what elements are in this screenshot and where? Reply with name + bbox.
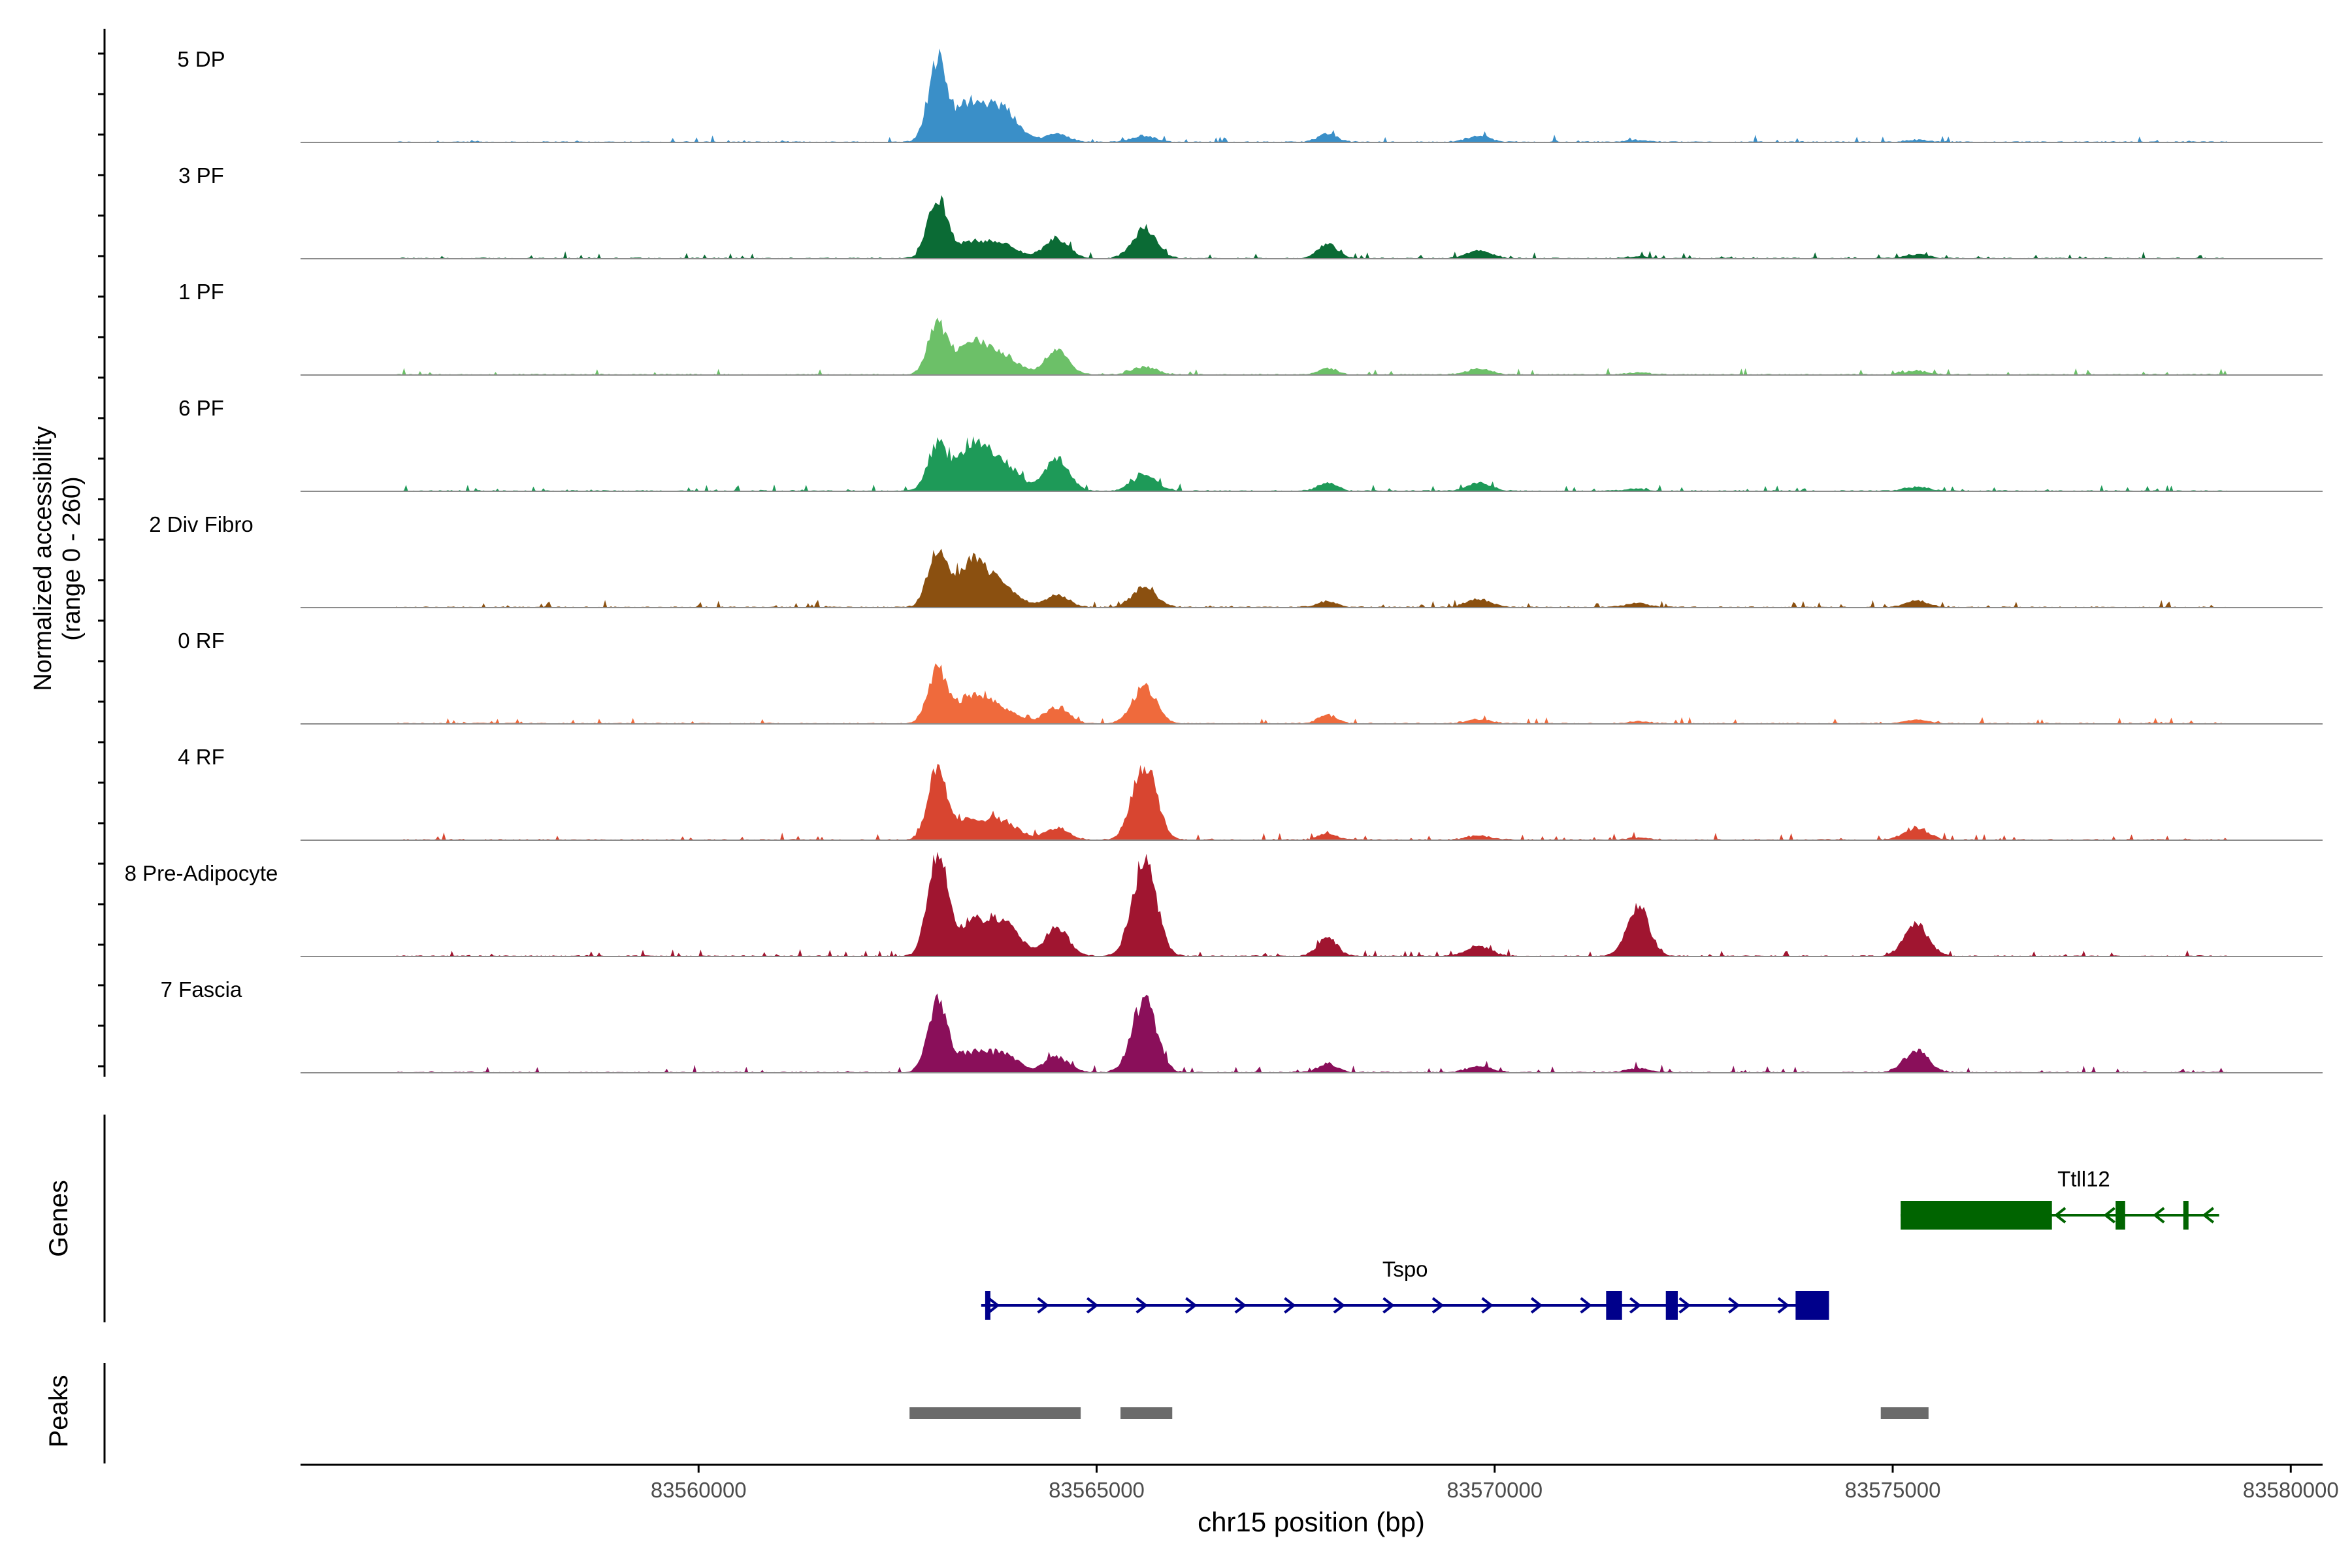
track-label: 2 Div Fibro bbox=[149, 512, 253, 536]
coverage-area bbox=[396, 764, 2227, 840]
peak-region bbox=[909, 1407, 1081, 1419]
strand-arrow bbox=[1086, 1297, 1099, 1314]
coverage-track: 1 PF bbox=[178, 280, 2323, 376]
strand-arrow bbox=[1728, 1297, 1740, 1314]
gene-model: Ttll12 bbox=[1901, 1167, 2219, 1230]
gene-exon bbox=[2115, 1201, 2125, 1230]
strand-arrow bbox=[2053, 1207, 2066, 1224]
coverage-track: 4 RF bbox=[178, 745, 2323, 841]
track-label: 8 Pre-Adipocyte bbox=[125, 861, 278, 885]
strand-arrow bbox=[2202, 1207, 2214, 1224]
coverage-area bbox=[396, 993, 2227, 1073]
strand-arrow bbox=[1185, 1297, 1198, 1314]
gene-exon bbox=[1665, 1291, 1678, 1320]
track-label: 7 Fascia bbox=[161, 977, 242, 1002]
strand-arrow bbox=[1234, 1297, 1247, 1314]
coverage-area bbox=[396, 663, 2227, 724]
x-tick-label: 83575000 bbox=[1845, 1478, 1941, 1502]
track-label: 4 RF bbox=[178, 745, 225, 769]
gene-track: Tspo Ttll12 bbox=[981, 1167, 2219, 1320]
x-tick-label: 83580000 bbox=[2243, 1478, 2339, 1502]
coverage-track: 2 Div Fibro bbox=[149, 512, 2323, 608]
peak-track bbox=[909, 1407, 1929, 1419]
track-label: 1 PF bbox=[178, 280, 224, 304]
track-label: 0 RF bbox=[178, 629, 225, 653]
strand-arrow bbox=[2152, 1207, 2165, 1224]
coverage-track: 0 RF bbox=[178, 629, 2323, 725]
gene-exon bbox=[1606, 1291, 1622, 1320]
y-axis-label: Normalized accessibility bbox=[29, 426, 57, 691]
strand-arrow bbox=[1530, 1297, 1543, 1314]
coverage-area bbox=[396, 195, 2227, 259]
strand-arrow bbox=[1333, 1297, 1346, 1314]
strand-arrow bbox=[1284, 1297, 1296, 1314]
strand-arrow bbox=[1431, 1297, 1445, 1314]
coverage-track: 7 Fascia bbox=[161, 977, 2323, 1073]
coverage-area bbox=[396, 318, 2227, 375]
coverage-track: 6 PF bbox=[178, 396, 2323, 492]
peaks-track-label: Peaks bbox=[44, 1375, 73, 1447]
x-tick-label: 83565000 bbox=[1049, 1478, 1145, 1502]
track-label: 5 DP bbox=[177, 47, 225, 71]
coverage-area bbox=[396, 436, 2227, 491]
strand-arrow bbox=[1580, 1297, 1592, 1314]
x-tick-label: 83570000 bbox=[1446, 1478, 1543, 1502]
strand-arrow bbox=[1678, 1297, 1691, 1314]
peak-region bbox=[1880, 1407, 1929, 1419]
strand-arrow bbox=[987, 1297, 1000, 1314]
gene-exon bbox=[1901, 1201, 2052, 1230]
gene-model: Tspo bbox=[981, 1257, 1829, 1320]
x-axis: 83560000 83565000 83570000 83575000 83580000 bbox=[301, 1463, 2339, 1502]
track-label: 3 PF bbox=[178, 163, 224, 188]
strand-arrow bbox=[1037, 1297, 1049, 1314]
strand-arrow bbox=[1777, 1297, 1790, 1314]
strand-arrow bbox=[2103, 1207, 2115, 1224]
gene-name: Ttll12 bbox=[2057, 1167, 2110, 1191]
y-axis-label-range: (range 0 - 260) bbox=[58, 476, 86, 640]
coverage-track: 3 PF bbox=[178, 163, 2323, 259]
coverage-area bbox=[396, 48, 2227, 142]
gene-exon bbox=[985, 1291, 990, 1320]
x-axis-title: chr15 position (bp) bbox=[1198, 1507, 1425, 1537]
coverage-tracks: 5 DP 3 PF 1 PF 6 PF 2 Div Fibro 0 RF 4 RF 8 Pre… bbox=[125, 47, 2323, 1073]
genes-track-label: Genes bbox=[44, 1180, 73, 1257]
strand-arrow bbox=[1481, 1297, 1494, 1314]
gene-exon bbox=[1795, 1291, 1829, 1320]
coverage-track: 5 DP bbox=[177, 47, 2323, 143]
coverage-area bbox=[396, 851, 2227, 956]
strand-arrow bbox=[1135, 1297, 1148, 1314]
gene-exon bbox=[2183, 1201, 2189, 1230]
gene-name: Tspo bbox=[1382, 1257, 1428, 1281]
strand-arrow bbox=[1382, 1297, 1395, 1314]
x-tick-label: 83560000 bbox=[651, 1478, 747, 1502]
peak-region bbox=[1120, 1407, 1173, 1419]
strand-arrow bbox=[1629, 1297, 1642, 1314]
track-label: 6 PF bbox=[178, 396, 224, 420]
left-axis bbox=[98, 29, 106, 1463]
coverage-track: 8 Pre-Adipocyte bbox=[125, 851, 2323, 957]
coverage-area bbox=[396, 548, 2227, 608]
